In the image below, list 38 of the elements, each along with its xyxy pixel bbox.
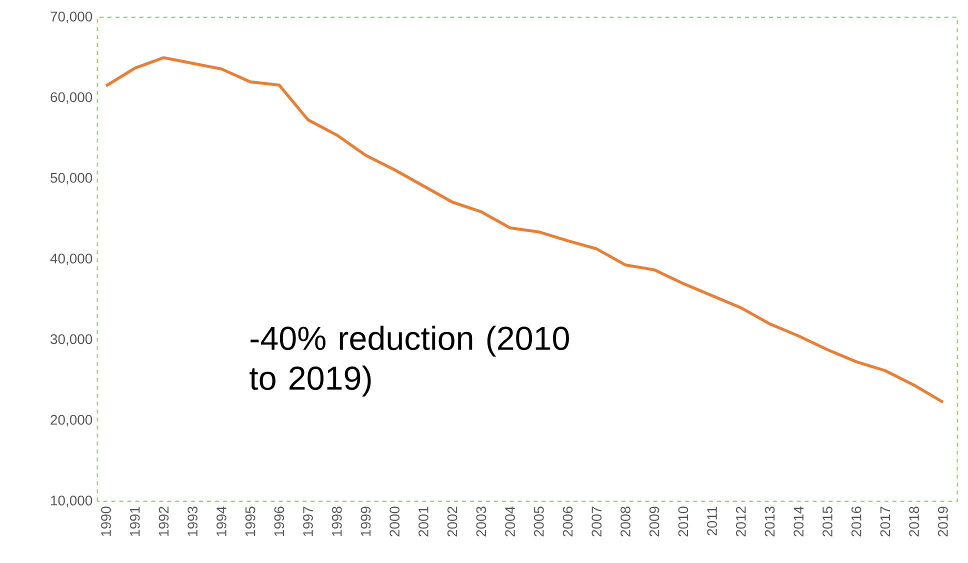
x-tick-label: 2013 xyxy=(764,506,775,537)
annotation: -40% reduction (2010 to 2019) xyxy=(250,326,569,397)
x-tick-label: 2001 xyxy=(418,506,428,537)
x-tick-label: 1996 xyxy=(274,506,284,536)
x-tick-label: 2011 xyxy=(707,506,717,536)
y-tick-label: 10,000 xyxy=(51,496,92,508)
x-tick-label: 1998 xyxy=(332,506,342,536)
x-tick-label: 2000 xyxy=(390,506,400,537)
x-tick-label: 2012 xyxy=(736,506,746,537)
x-tick-label: 2004 xyxy=(505,506,515,537)
x-tick-label: 2014 xyxy=(794,506,804,537)
x-tick-label: 1990 xyxy=(101,506,111,536)
x-tick-label: 2006 xyxy=(562,506,573,537)
x-tick-label: 1999 xyxy=(360,506,371,536)
x-tick-label: 1992 xyxy=(158,506,169,536)
x-tick-label: 1991 xyxy=(130,506,140,536)
x-tick-label: 2015 xyxy=(822,506,832,537)
y-tick-label: 20,000 xyxy=(50,415,92,427)
y-tick-label: 40,000 xyxy=(50,254,92,266)
x-tick-label: 2009 xyxy=(649,506,660,537)
y-tick-label: 30,000 xyxy=(50,334,92,346)
x-tick-label: 1995 xyxy=(245,506,256,536)
x-tick-label: 2016 xyxy=(851,506,862,537)
x-tick-label: 2010 xyxy=(678,506,688,537)
x-tick-label: 2002 xyxy=(447,506,458,537)
x-tick-label: 2008 xyxy=(620,506,630,537)
y-tick-label: 50,000 xyxy=(50,173,92,185)
x-tick-label: 1997 xyxy=(303,506,313,536)
y-tick-label: 70,000 xyxy=(50,12,92,24)
y-tick-label: 60,000 xyxy=(50,92,92,104)
x-tick-label: 1994 xyxy=(216,506,226,536)
x-tick-label: 2017 xyxy=(880,506,890,537)
x-tick-label: 2003 xyxy=(476,506,486,537)
x-tick-label: 2005 xyxy=(534,506,544,537)
x-tick-label: 2019 xyxy=(938,506,948,537)
x-tick-label: 2007 xyxy=(592,506,602,537)
x-tick-label: 1993 xyxy=(188,506,198,536)
x-tick-label: 2018 xyxy=(909,506,919,537)
